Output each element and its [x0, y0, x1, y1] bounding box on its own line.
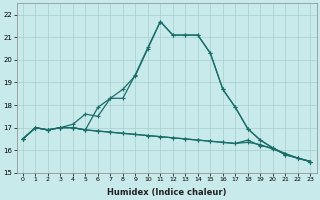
- X-axis label: Humidex (Indice chaleur): Humidex (Indice chaleur): [107, 188, 226, 197]
